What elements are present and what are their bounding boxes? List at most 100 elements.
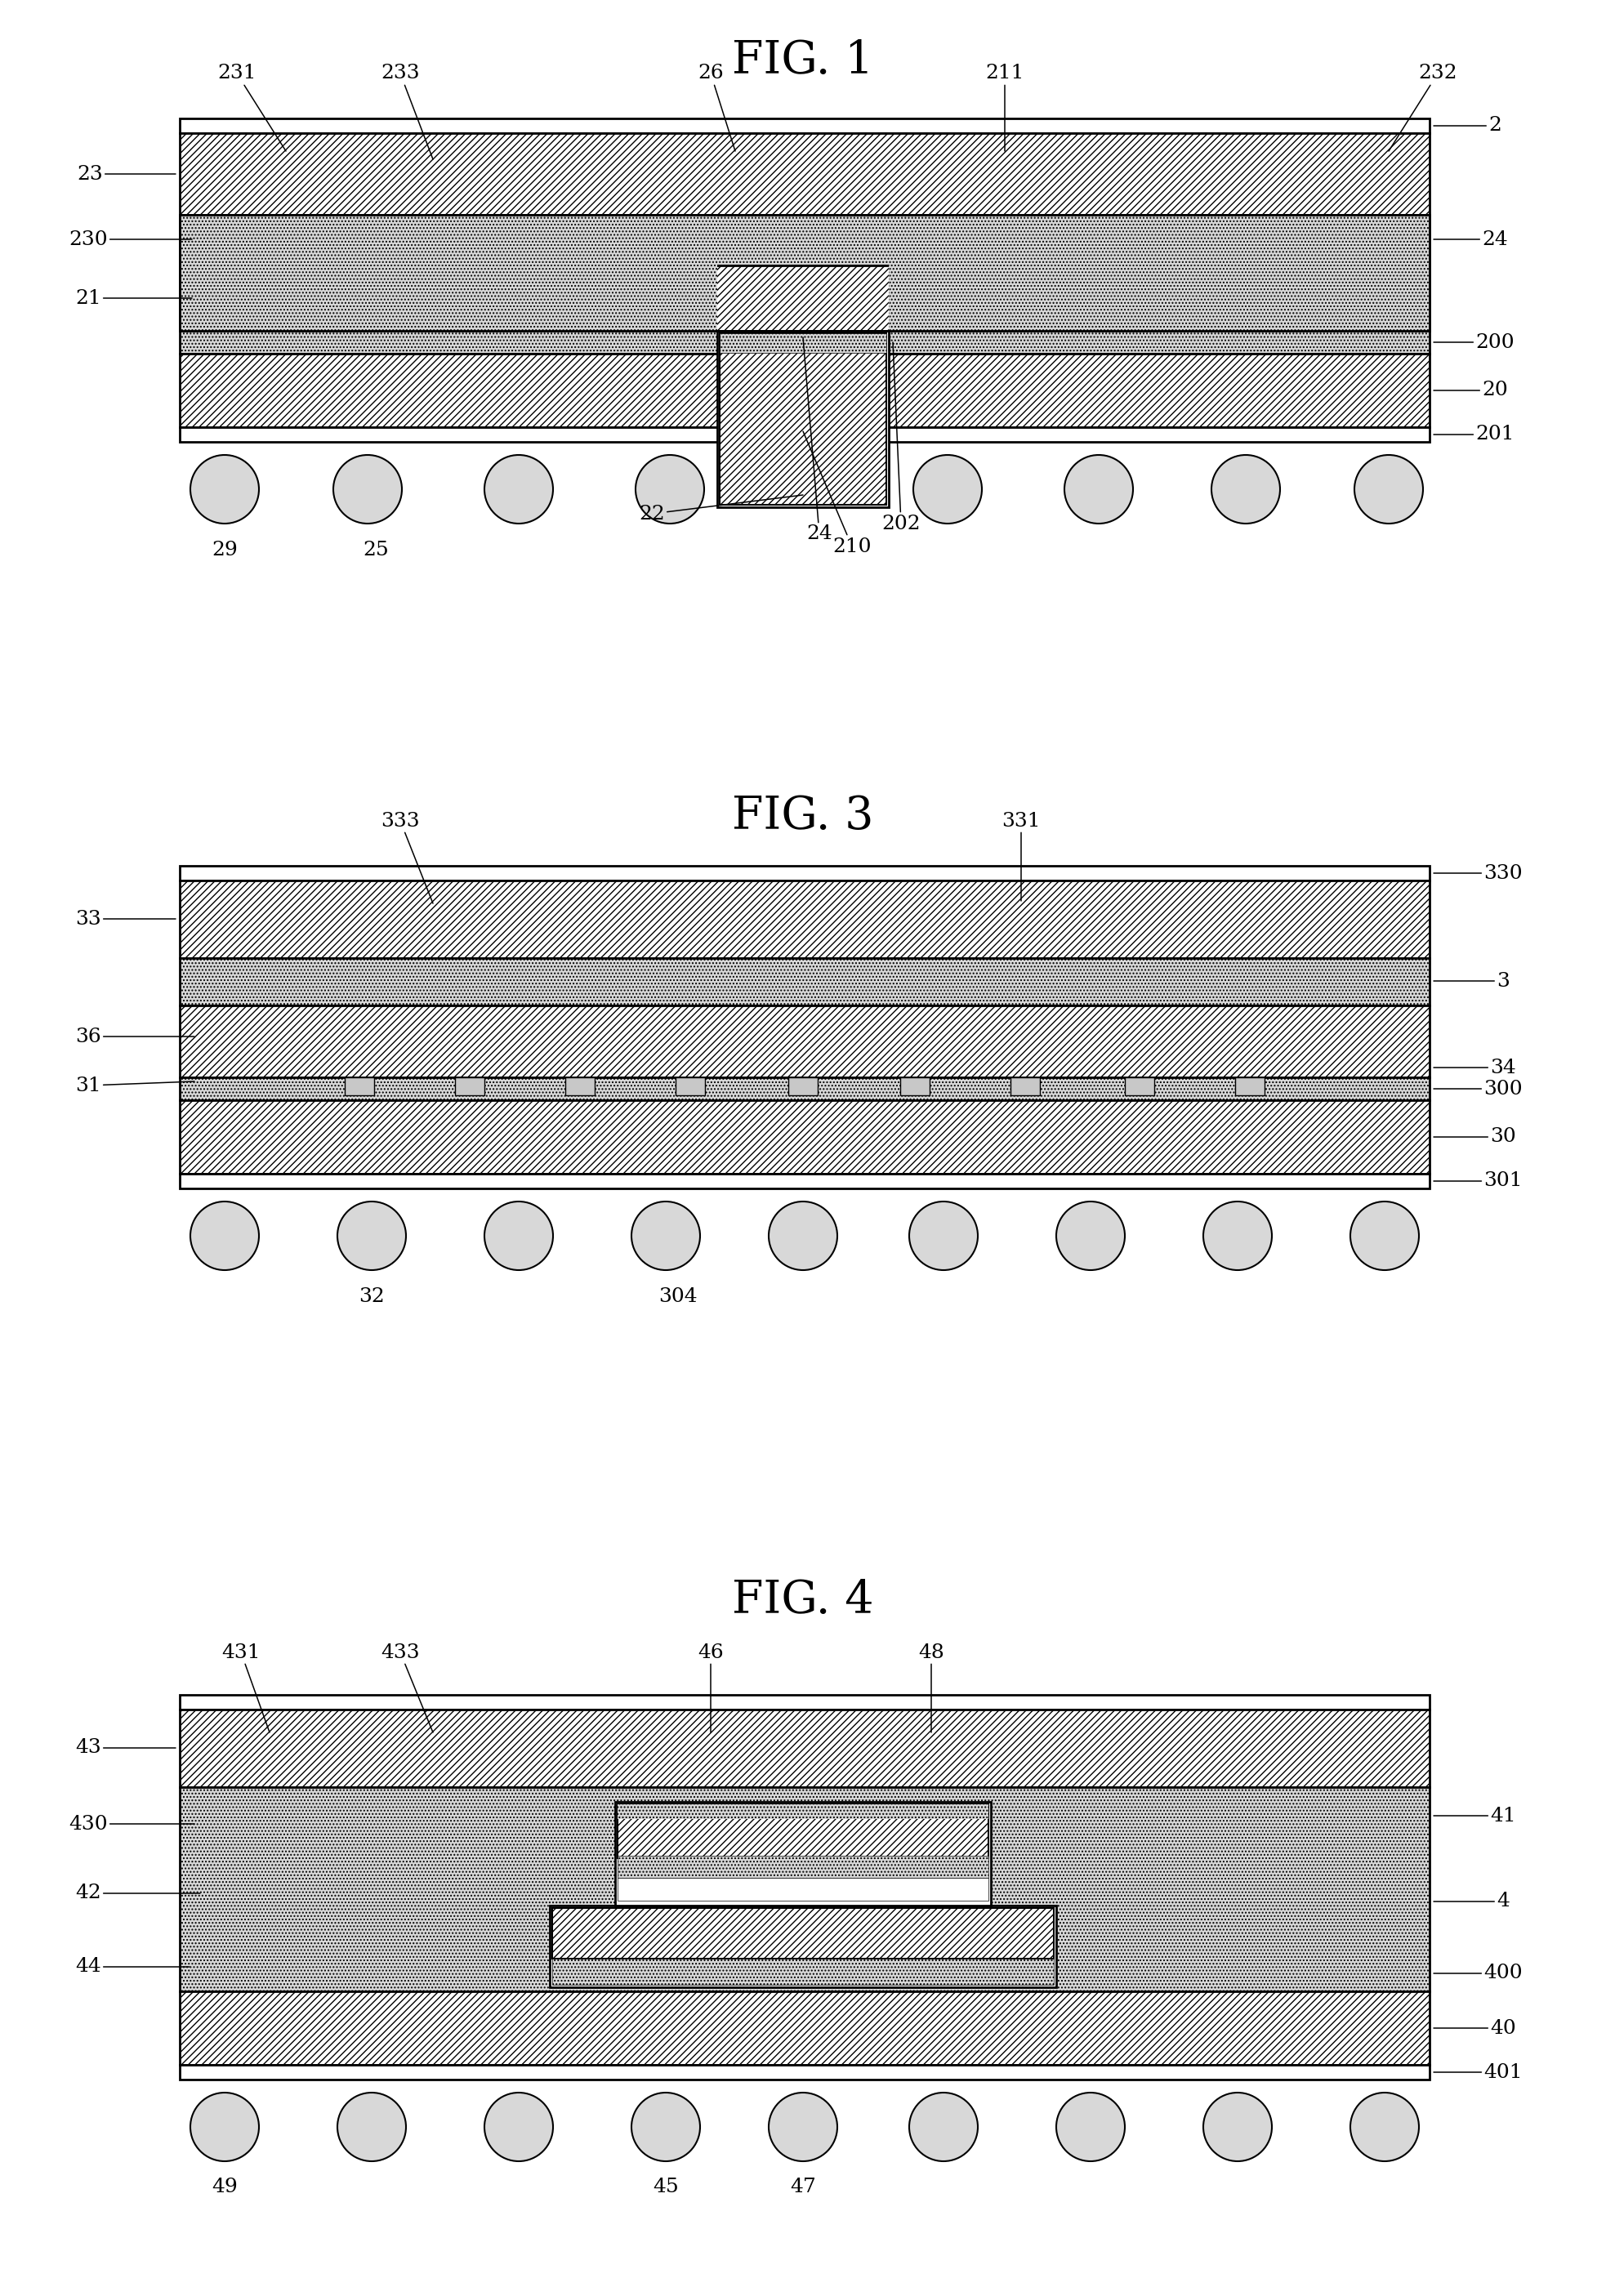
Text: 23: 23 <box>77 165 175 184</box>
Text: 331: 331 <box>1002 810 1041 900</box>
Bar <box>618 1805 988 1857</box>
Text: 44: 44 <box>75 1958 190 1977</box>
Bar <box>180 216 1429 266</box>
Circle shape <box>636 455 703 523</box>
Text: 20: 20 <box>1434 381 1508 400</box>
Bar <box>180 1100 1429 1173</box>
Bar <box>180 1006 1429 1077</box>
Text: 210: 210 <box>803 432 872 556</box>
Bar <box>180 957 1429 1006</box>
Bar <box>180 1694 1429 1711</box>
Circle shape <box>485 455 552 523</box>
Text: 230: 230 <box>69 230 193 248</box>
Bar <box>180 216 718 331</box>
Bar <box>718 331 888 507</box>
Text: 32: 32 <box>358 1286 385 1306</box>
Bar <box>180 2064 1429 2080</box>
Text: 233: 233 <box>381 64 434 158</box>
Text: 401: 401 <box>1434 2062 1522 2082</box>
Bar <box>719 333 887 505</box>
Text: 43: 43 <box>75 1738 175 1756</box>
Text: 41: 41 <box>1434 1807 1516 1825</box>
Text: 25: 25 <box>363 540 389 560</box>
Text: 333: 333 <box>381 810 434 902</box>
Circle shape <box>1065 455 1132 523</box>
Circle shape <box>909 1201 978 1270</box>
Text: 24: 24 <box>1434 230 1508 248</box>
Text: 300: 300 <box>1434 1079 1522 1097</box>
Text: 42: 42 <box>75 1885 201 1903</box>
Text: FIG. 3: FIG. 3 <box>732 794 874 838</box>
Circle shape <box>191 2092 259 2161</box>
Text: 48: 48 <box>919 1644 944 1733</box>
Bar <box>180 1991 1429 2064</box>
Circle shape <box>1354 455 1423 523</box>
Text: 34: 34 <box>1434 1058 1516 1077</box>
Bar <box>180 866 1429 879</box>
Bar <box>180 133 1429 216</box>
Text: 201: 201 <box>1434 425 1514 443</box>
Bar <box>1235 1077 1264 1095</box>
Circle shape <box>1351 1201 1420 1270</box>
Circle shape <box>1203 2092 1272 2161</box>
Text: 304: 304 <box>658 1286 697 1306</box>
Bar <box>789 1077 817 1095</box>
Circle shape <box>337 1201 406 1270</box>
Bar <box>618 1878 988 1901</box>
Text: 31: 31 <box>75 1077 194 1095</box>
Text: FIG. 4: FIG. 4 <box>732 1580 874 1623</box>
Bar <box>552 1908 1054 1958</box>
Text: 4: 4 <box>1434 1892 1510 1910</box>
Text: 40: 40 <box>1434 2018 1516 2037</box>
Circle shape <box>631 2092 700 2161</box>
Text: 36: 36 <box>75 1026 194 1047</box>
Bar <box>454 1077 485 1095</box>
Bar <box>180 119 1429 133</box>
Bar <box>565 1077 594 1095</box>
Bar <box>180 1786 1429 1991</box>
Bar <box>719 333 887 354</box>
Text: 400: 400 <box>1434 1963 1522 1984</box>
Bar <box>180 331 1429 354</box>
Bar <box>901 1077 930 1095</box>
Text: 202: 202 <box>882 342 920 533</box>
Bar <box>180 1077 1429 1100</box>
Text: 46: 46 <box>697 1644 724 1733</box>
Text: 3: 3 <box>1434 971 1510 990</box>
Bar <box>615 1802 991 1906</box>
Text: 30: 30 <box>1434 1127 1516 1146</box>
Bar <box>180 879 1429 957</box>
Text: 232: 232 <box>1389 64 1457 152</box>
Bar <box>180 1173 1429 1189</box>
Text: 211: 211 <box>986 64 1025 152</box>
Text: 301: 301 <box>1434 1171 1522 1189</box>
Text: 49: 49 <box>212 2179 238 2197</box>
Bar <box>180 354 1429 427</box>
Circle shape <box>769 2092 837 2161</box>
Circle shape <box>631 1201 700 1270</box>
Text: 26: 26 <box>697 64 736 152</box>
Circle shape <box>1057 2092 1124 2161</box>
Bar <box>345 1077 374 1095</box>
Circle shape <box>914 455 981 523</box>
Text: 21: 21 <box>75 289 193 308</box>
Circle shape <box>909 2092 978 2161</box>
Text: 430: 430 <box>69 1814 194 1832</box>
Bar <box>180 1711 1429 1786</box>
Bar <box>549 1906 1057 1988</box>
Text: FIG. 1: FIG. 1 <box>732 39 874 83</box>
Circle shape <box>191 1201 259 1270</box>
Bar <box>618 1805 988 1818</box>
Bar <box>618 1855 988 1878</box>
Text: 22: 22 <box>639 496 803 523</box>
Bar <box>180 427 1429 441</box>
Bar <box>180 216 1429 331</box>
Text: 433: 433 <box>381 1644 434 1733</box>
Text: 431: 431 <box>222 1644 270 1733</box>
Bar <box>180 266 1429 331</box>
Text: 330: 330 <box>1434 863 1522 882</box>
Bar <box>676 1077 705 1095</box>
Text: 47: 47 <box>790 2179 816 2197</box>
Circle shape <box>1203 1201 1272 1270</box>
Circle shape <box>1057 1201 1124 1270</box>
